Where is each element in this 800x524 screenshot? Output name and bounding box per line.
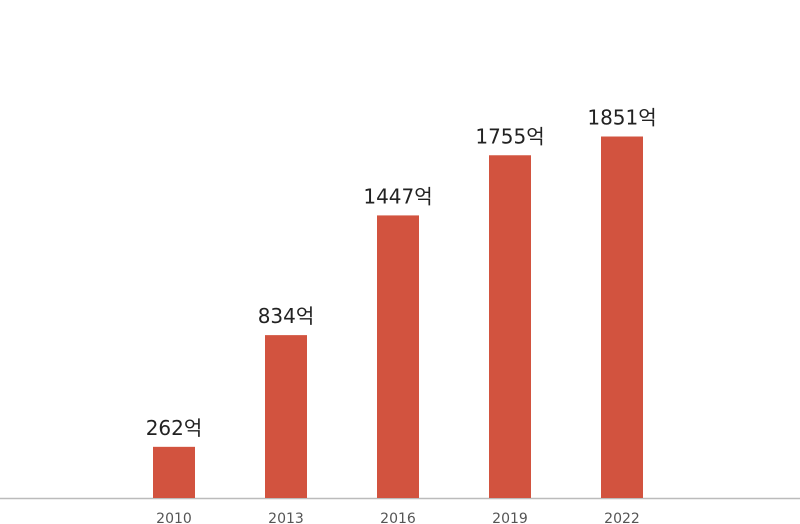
value-label: 1755억: [475, 124, 544, 148]
bar: [265, 335, 307, 498]
value-label: 1447억: [363, 184, 432, 208]
bar: [377, 215, 419, 498]
value-label: 262억: [146, 416, 203, 440]
bar: [153, 446, 195, 498]
bar: [489, 155, 531, 498]
x-tick-label: 2022: [604, 511, 640, 524]
value-label: 1851억: [587, 106, 656, 130]
x-tick-label: 2010: [156, 511, 192, 524]
x-tick-label: 2013: [268, 511, 304, 524]
value-label: 834억: [258, 304, 315, 328]
x-tick-label: 2016: [380, 511, 416, 524]
x-tick-label: 2019: [492, 511, 528, 524]
bar: [601, 136, 643, 498]
